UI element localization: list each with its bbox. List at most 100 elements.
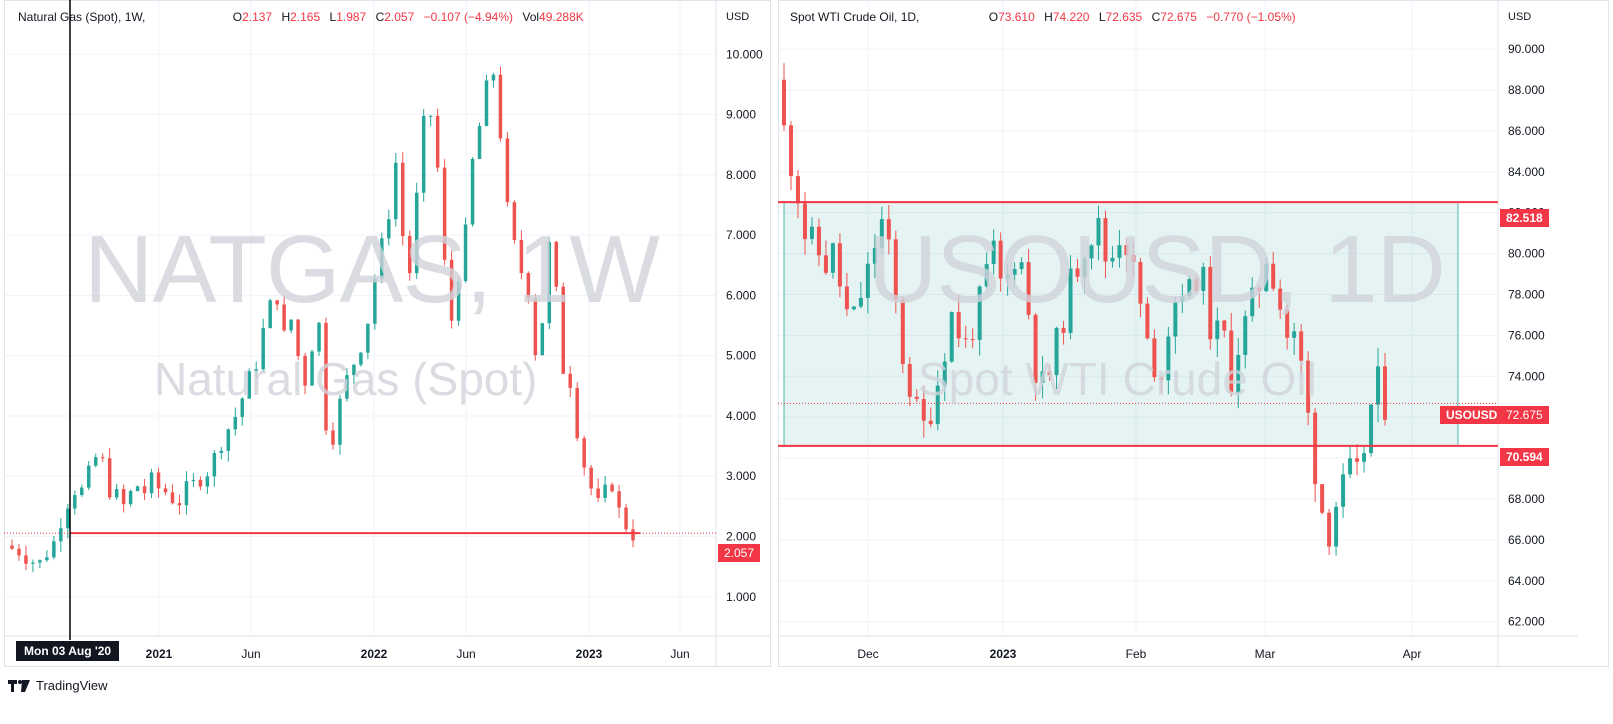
y-tick-label: 2.000 [726, 530, 756, 544]
candle-body [1201, 266, 1206, 291]
wti-change: −0.770 (−1.05%) [1206, 10, 1296, 24]
candle-body [373, 278, 377, 324]
wti-current-price-label: 72.675 [1500, 406, 1549, 424]
natgas-chart-canvas[interactable]: 1.000 2.000 3.000 4.000 5.000 6.000 7.000 8.000… [4, 0, 771, 668]
wti-chart-panel[interactable]: 62.00064.00066.00068.00070.00072.00074.0… [778, 0, 1609, 668]
wti-chart-canvas[interactable]: 62.00064.00066.00068.00070.00072.00074.0… [778, 0, 1609, 668]
candle-body [463, 224, 468, 282]
candle-body [421, 115, 426, 193]
x-tick-label: Feb [1126, 647, 1147, 661]
candle-body [142, 486, 147, 494]
candle-body [1019, 262, 1024, 269]
candle-body [414, 192, 419, 274]
candle-body [1075, 268, 1080, 277]
wti-low: 72.635 [1105, 10, 1143, 24]
candle-body [52, 541, 56, 558]
x-tick-label: Dec [857, 647, 878, 661]
candle-body [610, 484, 614, 492]
y-tick-label: 4.000 [726, 409, 756, 423]
natgas-currency-label: USD [726, 11, 750, 23]
candle-body [449, 259, 454, 321]
candle-body [261, 328, 265, 370]
wti-symbol-label: Spot WTI Crude Oil, 1D, [790, 10, 920, 24]
candle-body [1187, 279, 1192, 297]
candle-body [226, 429, 231, 451]
candle-body [394, 162, 398, 220]
range-box [783, 201, 1459, 447]
y-tick-label: 88.000 [1508, 83, 1545, 97]
candle-body [149, 472, 154, 494]
tradingview-brand[interactable]: TradingView [8, 678, 108, 693]
candle-body [1068, 268, 1073, 333]
wti-high: 74.220 [1052, 10, 1090, 24]
candle-body [205, 476, 210, 487]
candle-body [519, 239, 524, 274]
candle-body [93, 457, 98, 466]
candle-body [184, 481, 189, 506]
candle-body [809, 226, 814, 240]
candle-body [1243, 316, 1248, 355]
candle-body [844, 286, 849, 310]
candle-body [942, 361, 947, 386]
y-tick-label: 80.000 [1508, 247, 1545, 261]
candle-body [170, 492, 175, 504]
candle-body [561, 286, 565, 374]
wti-legend: Spot WTI Crude Oil, 1D, O73.610 H74.220 … [790, 10, 1296, 24]
candle-body [914, 396, 919, 399]
candle-body [1369, 404, 1374, 454]
candle-body [1222, 320, 1227, 331]
candle-body [198, 479, 203, 487]
candle-body [107, 458, 112, 498]
candle-body [1033, 314, 1038, 383]
y-tick-label: 90.000 [1508, 42, 1545, 56]
candle-body [1159, 377, 1164, 381]
natgas-low: 1.987 [336, 10, 367, 24]
candle-body [956, 312, 961, 339]
candle-body [1250, 287, 1255, 317]
candle-body [380, 238, 384, 279]
candle-body [802, 203, 807, 240]
natgas-chart-panel[interactable]: 1.000 2.000 3.000 4.000 5.000 6.000 7.000 8.000… [4, 0, 771, 668]
candle-body [345, 375, 349, 399]
natgas-current-price-label: 2.057 [718, 544, 761, 562]
candle-body [254, 369, 258, 372]
y-tick-label: 8.000 [726, 168, 756, 182]
candle-body [865, 263, 870, 298]
candle-body [247, 371, 251, 399]
x-tick-label: Jun [456, 647, 475, 661]
candle-body [128, 491, 133, 505]
candle-body [1124, 245, 1129, 256]
candle-body [100, 457, 105, 459]
candle-body [407, 236, 412, 274]
y-tick-label: 1.000 [726, 590, 756, 604]
candle-body [212, 453, 217, 477]
candle-body [575, 387, 579, 439]
candle-body [1362, 453, 1367, 462]
candle-body [233, 416, 238, 430]
y-tick-label: 74.000 [1508, 369, 1545, 383]
wti-open: 73.610 [998, 10, 1035, 24]
candle-body [1348, 458, 1353, 475]
wti-range-low-label: 70.594 [1500, 448, 1549, 466]
candle-body [121, 489, 126, 505]
candle-body [795, 176, 800, 204]
candle-body [589, 467, 593, 489]
candle-body [900, 299, 905, 364]
candle-body [456, 281, 461, 321]
candle-body [1264, 263, 1269, 292]
y-tick-label: 62.000 [1508, 615, 1545, 629]
candle-body [935, 385, 940, 425]
candle-body [851, 306, 856, 310]
candle-body [1145, 303, 1150, 339]
candle-body [1110, 257, 1115, 262]
candle-body [1173, 301, 1178, 337]
candle-body [512, 202, 517, 240]
candle-body [268, 300, 272, 329]
candle-body [533, 298, 538, 356]
candle-body [289, 319, 293, 331]
candle-body [872, 248, 877, 264]
candle-body [547, 241, 552, 324]
wti-currency-label: USD [1508, 11, 1532, 23]
candle-body [603, 484, 607, 498]
candle-body [631, 529, 635, 541]
